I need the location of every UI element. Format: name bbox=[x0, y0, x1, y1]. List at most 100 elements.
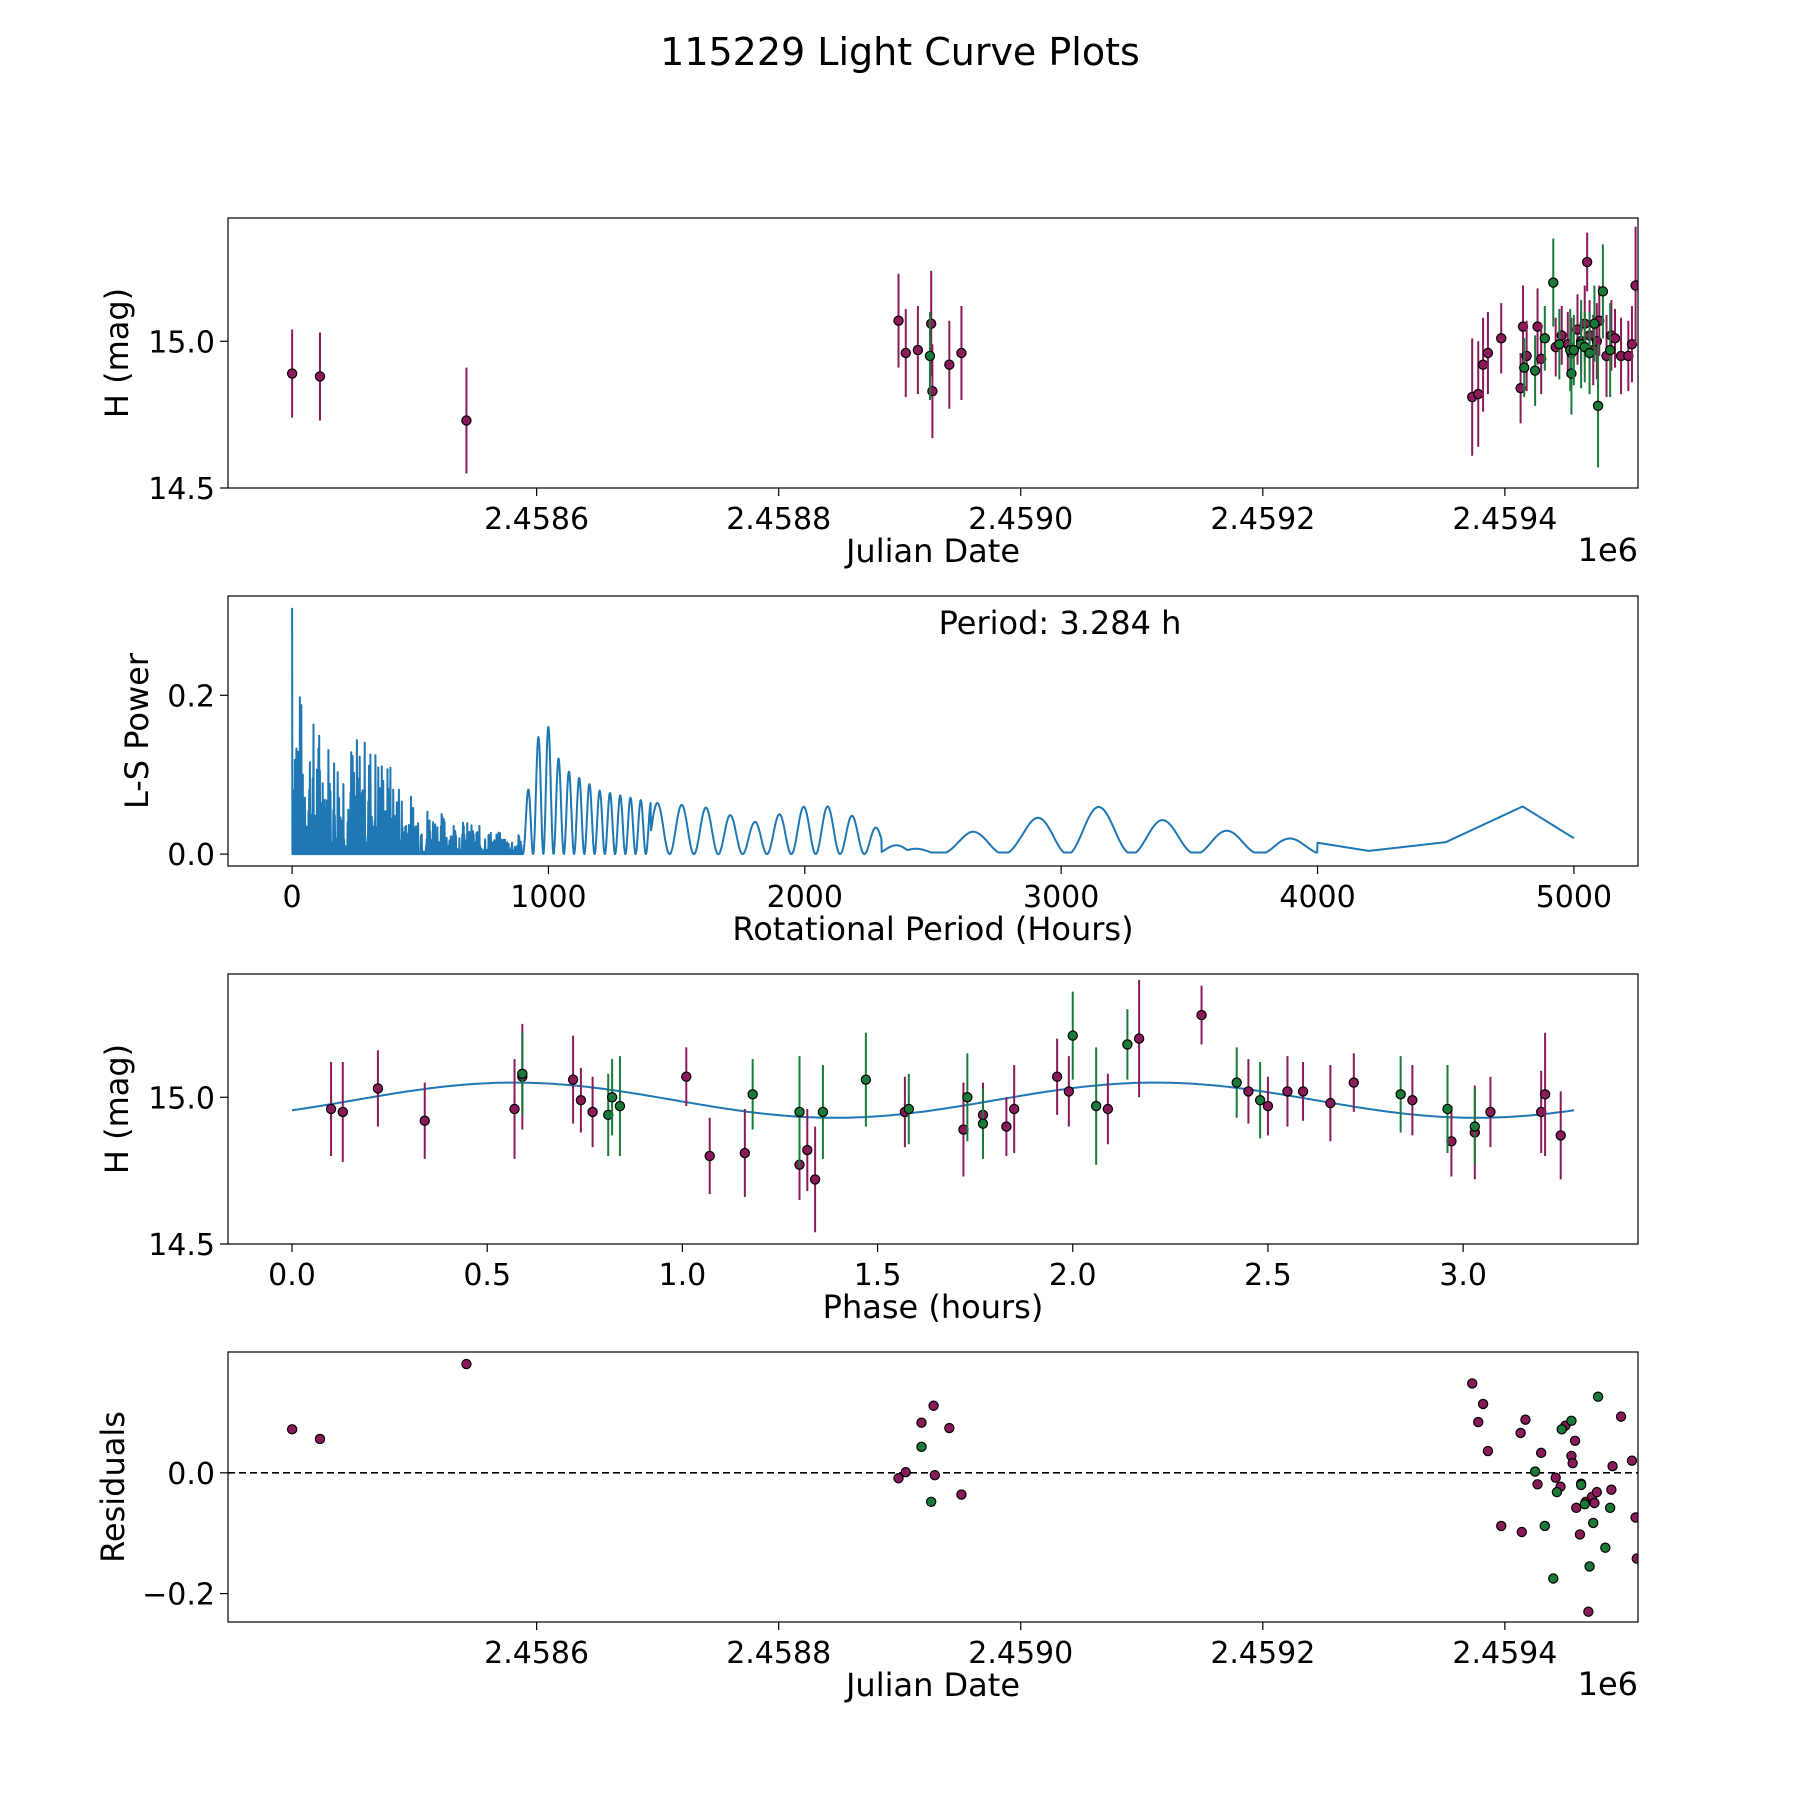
panel-periodogram: 0 1000 2000 3000 4000 5000 0.0 0.2 Period: 3.2… bbox=[118, 595, 1639, 948]
lightcurve-point-band_b bbox=[924, 350, 936, 362]
phased-point-band_b bbox=[614, 1100, 626, 1112]
phased-point-band_b bbox=[977, 1118, 989, 1129]
residuals-ytick-label: 0.0 bbox=[167, 1457, 215, 1492]
residuals-point-band_b bbox=[925, 1496, 937, 1507]
periodogram-ytick-label: 0.2 bbox=[167, 679, 215, 714]
lightcurve-point-band_b bbox=[1529, 365, 1541, 376]
residuals-point-band_a bbox=[1550, 1472, 1561, 1483]
phased-point-band_b bbox=[747, 1089, 758, 1100]
residuals-point-band_a bbox=[1532, 1479, 1543, 1490]
periodogram-xtick-label: 3000 bbox=[1023, 880, 1099, 915]
phased-point-band_b bbox=[606, 1092, 618, 1103]
residuals-axes-frame bbox=[227, 1351, 1639, 1623]
residuals-point-band_b bbox=[1529, 1466, 1541, 1477]
phased-point-band_a bbox=[587, 1106, 598, 1118]
residuals-point-band_a bbox=[314, 1433, 326, 1445]
phased-point-band_a bbox=[1262, 1100, 1274, 1112]
residuals-point-band_a bbox=[928, 1400, 939, 1411]
residuals-point-band_b bbox=[1548, 1573, 1559, 1584]
periodogram-xtick-label: 4000 bbox=[1279, 880, 1355, 915]
phased-point-band_a bbox=[1133, 1033, 1145, 1044]
residuals-point-band_a bbox=[893, 1473, 904, 1484]
lightcurve-point-band_b bbox=[1589, 318, 1600, 329]
residuals-point-band_a bbox=[916, 1417, 927, 1428]
lightcurve-point-band_a bbox=[925, 318, 937, 329]
phased-ytick-label: 14.5 bbox=[148, 1228, 215, 1263]
phased-point-band_a bbox=[575, 1094, 587, 1106]
panel-residuals: 2.4586 2.4588 2.4590 2.4592 2.4594 −0.2 0.0 J… bbox=[94, 1351, 1639, 1704]
phased-xtick-label: 0.5 bbox=[463, 1258, 511, 1293]
lightcurve-xtick-label: 2.4592 bbox=[1210, 502, 1315, 537]
residuals-point-band_a bbox=[1569, 1435, 1581, 1446]
residuals-point-band_b bbox=[1584, 1561, 1595, 1572]
phased-point-band_a bbox=[739, 1147, 751, 1159]
residuals-point-band_a bbox=[1496, 1520, 1507, 1532]
residuals-offset-label: 1e6 bbox=[1578, 1665, 1638, 1703]
lightcurve-point-band_a bbox=[314, 371, 326, 382]
phased-point-band_b bbox=[1395, 1089, 1406, 1100]
phased-data bbox=[291, 979, 1575, 1233]
periodogram-yticks: 0.0 0.2 bbox=[167, 679, 228, 873]
phased-axes-frame bbox=[227, 973, 1639, 1245]
phased-point-band_a bbox=[567, 1074, 579, 1085]
lightcurve-point-band_a bbox=[1609, 333, 1621, 344]
lightcurve-offset-label: 1e6 bbox=[1578, 531, 1638, 569]
lightcurve-xtick-label: 2.4588 bbox=[726, 502, 831, 537]
residuals-ytick-label: −0.2 bbox=[142, 1578, 215, 1613]
lightcurve-point-band_b bbox=[1597, 286, 1609, 297]
residuals-point-band_a bbox=[929, 1470, 941, 1481]
residuals-point-band_a bbox=[1606, 1484, 1617, 1495]
lightcurve-xtick-label: 2.4586 bbox=[484, 502, 589, 537]
residuals-point-band_a bbox=[1473, 1416, 1484, 1428]
residuals-point-band_a bbox=[1520, 1414, 1531, 1425]
panel-phased: 0.0 0.5 1.0 1.5 2.0 2.5 3.0 14.5 15.0 Phase (ho… bbox=[98, 973, 1639, 1326]
residuals-point-band_a bbox=[1615, 1411, 1627, 1422]
periodogram-power-line bbox=[291, 607, 1575, 856]
phased-point-band_b bbox=[1469, 1121, 1481, 1132]
periodogram-xtick-label: 1000 bbox=[510, 880, 586, 915]
residuals-xtick-label: 2.4592 bbox=[1210, 1636, 1315, 1671]
phased-xticks: 0.0 0.5 1.0 1.5 2.0 2.5 3.0 bbox=[268, 1244, 1487, 1293]
periodogram-ylabel: L-S Power bbox=[118, 652, 156, 809]
phased-point-band_a bbox=[802, 1144, 813, 1156]
lightcurve-point-band_a bbox=[944, 359, 955, 370]
phased-point-band_b bbox=[1254, 1094, 1266, 1106]
lightcurve-ytick-label: 15.0 bbox=[148, 325, 215, 360]
residuals-point-band_a bbox=[1571, 1502, 1582, 1514]
lightcurve-point-band_a bbox=[1477, 359, 1489, 370]
residuals-xlabel: Julian Date bbox=[844, 1666, 1020, 1704]
phased-point-band_a bbox=[1485, 1106, 1496, 1118]
lightcurve-ylabel: H (mag) bbox=[98, 288, 136, 418]
phased-xtick-label: 2.0 bbox=[1049, 1258, 1097, 1293]
lightcurve-point-band_b bbox=[1604, 344, 1616, 356]
phased-point-band_a bbox=[1008, 1103, 1020, 1115]
periodogram-xtick-label: 0 bbox=[283, 880, 302, 915]
residuals-point-band_b bbox=[1575, 1479, 1587, 1491]
lightcurve-point-band_a bbox=[912, 344, 924, 356]
lightcurve-point-band_a bbox=[1630, 280, 1638, 291]
residuals-point-band_b bbox=[1551, 1486, 1563, 1498]
phased-xlabel: Phase (hours) bbox=[823, 1288, 1044, 1326]
phased-point-band_a bbox=[681, 1071, 692, 1082]
residuals-point-band_a bbox=[1535, 1447, 1547, 1459]
periodogram-xticks: 0 1000 2000 3000 4000 5000 bbox=[283, 866, 1612, 915]
residuals-xtick-label: 2.4588 bbox=[726, 1636, 831, 1671]
residuals-point-band_a bbox=[956, 1489, 967, 1500]
lightcurve-point-band_a bbox=[893, 315, 904, 326]
phased-point-band_b bbox=[1122, 1039, 1133, 1050]
residuals-point-band_b bbox=[1600, 1542, 1611, 1553]
periodogram-ytick-label: 0.0 bbox=[167, 838, 215, 873]
panel-lightcurve: 2.4586 2.4588 2.4590 2.4592 2.4594 14.515.0 … bbox=[98, 217, 1639, 570]
periodogram-xtick-label: 5000 bbox=[1536, 880, 1612, 915]
residuals-point-band_b bbox=[1579, 1499, 1590, 1510]
residuals-point-band_a bbox=[1631, 1553, 1638, 1564]
residuals-xtick-label: 2.4594 bbox=[1452, 1636, 1557, 1671]
phased-point-band_b bbox=[1090, 1100, 1102, 1112]
residuals-point-band_a bbox=[1583, 1606, 1594, 1617]
phased-point-band_a bbox=[1102, 1103, 1114, 1115]
phased-ylabel: H (mag) bbox=[98, 1044, 136, 1174]
residuals-xticks: 2.4586 2.4588 2.4590 2.4592 2.4594 bbox=[484, 1622, 1557, 1671]
phased-point-band_a bbox=[809, 1174, 821, 1185]
phased-point-band_a bbox=[1348, 1077, 1360, 1088]
